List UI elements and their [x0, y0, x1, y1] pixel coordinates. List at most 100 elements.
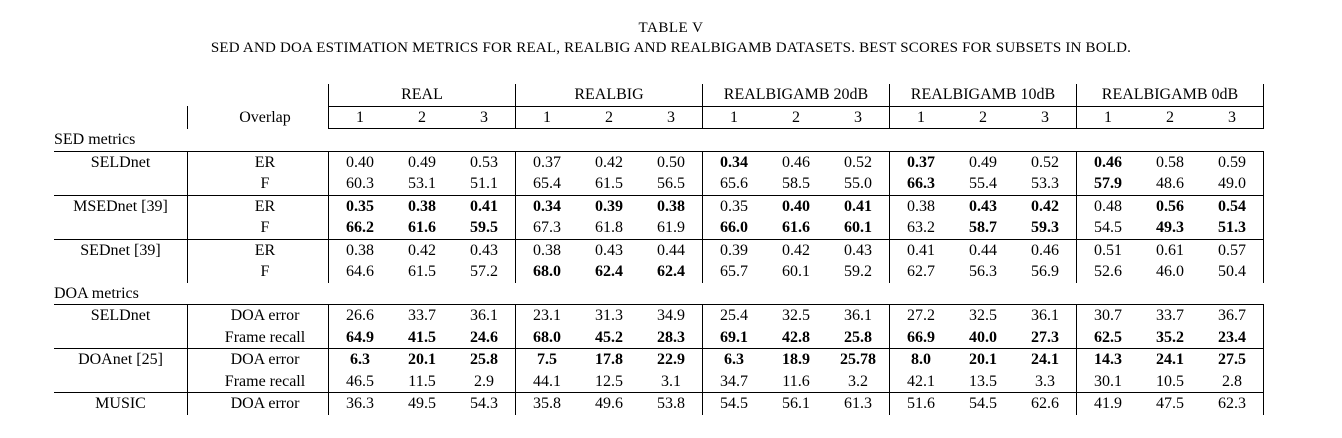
overlap-subcolumn-header: 1: [1076, 106, 1139, 129]
table-row: MUSIC DOA error 36.3 49.5 54.3 35.8 49.6 53.8 54…: [54, 392, 1264, 415]
value-cell: 20.1: [952, 348, 1014, 371]
metric-name: ER: [187, 194, 329, 217]
value-cell: 51.3: [1201, 217, 1264, 239]
value-cell: 64.9: [328, 326, 391, 349]
section-title-row: SED metrics: [54, 129, 1264, 152]
value-cell: 55.0: [844, 175, 872, 193]
value-cell: 54.5: [1076, 217, 1139, 239]
value-cell: 54.5: [952, 392, 1014, 415]
metric-name: ER: [187, 238, 329, 261]
model-name: SEDnet [39]: [54, 238, 188, 261]
value-cell: 23.4: [1201, 326, 1264, 349]
value-cell: 24.1: [1139, 348, 1201, 371]
value-cell: 30.7: [1076, 304, 1139, 327]
value-cell: 0.58: [1139, 150, 1201, 173]
value-cell: 49.5: [391, 392, 453, 415]
section-title-row: DOA metrics: [54, 283, 1264, 305]
value-cell: 62.7: [889, 261, 952, 283]
value-cell: 35.8: [515, 392, 578, 415]
value-cell: 3.1: [661, 372, 681, 390]
value-cell: 0.38: [328, 238, 391, 261]
value-cell: 66.3: [889, 173, 952, 195]
table-row: DOAnet [25] DOA error 6.3 20.1 25.8 7.5 17.8 22…: [54, 348, 1264, 371]
value-cell: 65.6: [702, 173, 765, 195]
value-cell: 0.35: [702, 194, 765, 217]
header-empty-cell: [54, 84, 188, 106]
overlap-subcolumn-header: 3: [827, 106, 890, 129]
overlap-subcolumn-header: 3: [1201, 106, 1264, 129]
value-cell: 69.1: [702, 326, 765, 349]
overlap-subcolumn-header: 2: [578, 106, 640, 129]
value-cell: 0.41: [827, 194, 890, 217]
value-cell: 0.42: [765, 238, 827, 261]
value-cell: 0.54: [1201, 194, 1264, 217]
metric-name: F: [187, 217, 329, 239]
overlap-subcolumn-header: 1: [328, 106, 391, 129]
value-cell: 42.1: [889, 370, 952, 393]
model-name: MSEDnet [39]: [54, 194, 188, 217]
value-cell: 46.0: [1156, 263, 1184, 281]
value-cell: 0.41: [453, 194, 516, 217]
value-cell: 17.8: [578, 348, 640, 371]
value-cell: 0.43: [578, 238, 640, 261]
value-cell: 0.42: [578, 150, 640, 173]
value-cell: 11.5: [408, 372, 436, 390]
value-cell: 11.6: [782, 372, 810, 390]
value-cell: 51.6: [889, 392, 952, 415]
value-cell: 56.3: [969, 263, 997, 281]
value-cell: 60.3: [328, 173, 391, 195]
value-cell: 0.38: [391, 194, 453, 217]
value-cell: 50.4: [1201, 261, 1264, 283]
value-cell: 61.6: [408, 219, 436, 237]
value-cell: 0.51: [1076, 238, 1139, 261]
table-row: F 60.3 53.1 51.1 65.4 61.5 56.5 65.6 58.5 55.0 66.…: [54, 173, 1264, 195]
value-cell: 49.3: [1156, 219, 1184, 237]
table-caption-number: TABLE V: [638, 20, 704, 36]
value-cell: 58.7: [969, 219, 997, 237]
value-cell: 0.52: [827, 150, 890, 173]
value-cell: 36.7: [1201, 304, 1264, 327]
value-cell: 52.6: [1076, 261, 1139, 283]
value-cell: 3.3: [1035, 372, 1055, 390]
model-name: MUSIC: [54, 392, 188, 415]
value-cell: 0.40: [328, 150, 391, 173]
value-cell: 0.40: [765, 194, 827, 217]
value-cell: 66.2: [328, 217, 391, 239]
value-cell: 56.1: [765, 392, 827, 415]
value-cell: 22.9: [640, 348, 703, 371]
value-cell: 61.9: [657, 219, 685, 237]
value-cell: 49.0: [1201, 173, 1264, 195]
table-row: SELDnet DOA error 26.6 33.7 36.1 23.1 31.3 34.9…: [54, 304, 1264, 327]
value-cell: 57.2: [470, 263, 498, 281]
value-cell: 12.5: [595, 372, 623, 390]
value-cell: 41.5: [408, 328, 436, 346]
value-cell: 61.8: [595, 219, 623, 237]
value-cell: 48.6: [1156, 175, 1184, 193]
overlap-label: Overlap: [187, 106, 329, 129]
value-cell: 14.3: [1076, 348, 1139, 371]
overlap-subcolumn-header: 2: [952, 106, 1014, 129]
value-cell: 35.2: [1156, 328, 1184, 346]
dataset-group-header: REAL: [328, 84, 516, 107]
value-cell: 28.3: [657, 328, 685, 346]
value-cell: 53.1: [408, 175, 436, 193]
value-cell: 59.2: [844, 263, 872, 281]
dataset-group-header: REALBIGAMB 10dB: [889, 84, 1077, 107]
value-cell: 0.50: [640, 150, 703, 173]
value-cell: 47.5: [1139, 392, 1201, 415]
overlap-subcolumn-header: 2: [391, 106, 453, 129]
model-name: SELDnet: [54, 304, 188, 327]
value-cell: 0.52: [1014, 150, 1077, 173]
value-cell: 0.44: [640, 238, 703, 261]
value-cell: 0.37: [889, 150, 952, 173]
overlap-subcolumn-header: 2: [1139, 106, 1201, 129]
metric-name: DOA error: [187, 304, 329, 327]
overlap-subcolumn-header: 3: [1014, 106, 1077, 129]
value-cell: 30.1: [1076, 370, 1139, 393]
value-cell: 0.59: [1201, 150, 1264, 173]
header-empty-cell: [54, 106, 188, 129]
value-cell: 0.38: [640, 194, 703, 217]
model-name-empty: [54, 217, 188, 239]
value-cell: 7.5: [515, 348, 578, 371]
dataset-group-header: REALBIGAMB 0dB: [1076, 84, 1264, 107]
